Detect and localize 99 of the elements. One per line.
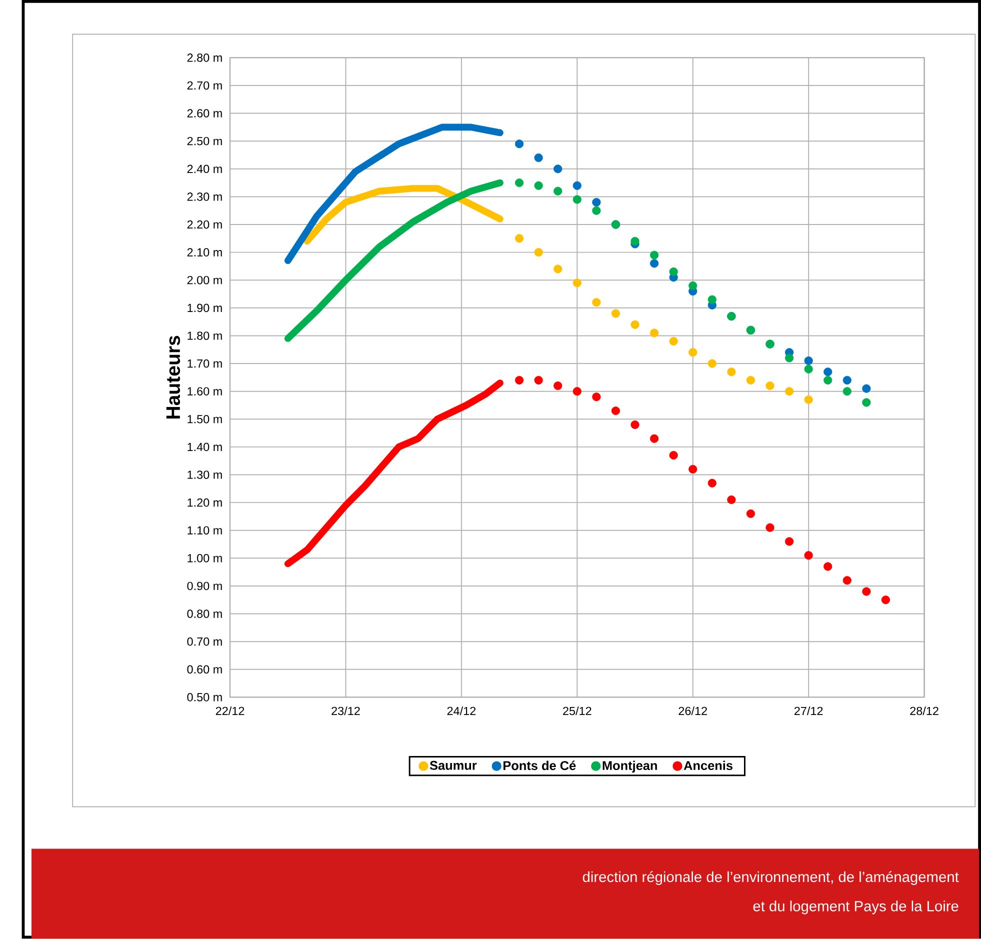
y-tick-label: 0.90 m (187, 582, 222, 590)
point (862, 587, 871, 596)
y-tick-label: 2.70 m (187, 81, 222, 90)
y-tick-label: 2.50 m (187, 137, 222, 146)
point (824, 368, 832, 376)
point (708, 478, 716, 488)
y-tick-label: 0.50 m (187, 693, 222, 702)
y-tick-label: 2.60 m (187, 109, 222, 118)
point (572, 181, 582, 190)
y-tick-label: 2.40 m (187, 164, 222, 174)
point (804, 396, 813, 404)
legend-label: Ancenis (684, 760, 732, 770)
y-tick-label: 1.20 m (188, 498, 222, 507)
point (804, 551, 813, 560)
point (572, 387, 582, 396)
point (784, 354, 794, 362)
point (766, 382, 774, 390)
point (688, 465, 698, 474)
point (650, 328, 659, 338)
point (842, 387, 852, 396)
point (824, 376, 832, 385)
point (554, 382, 562, 390)
point (592, 392, 601, 402)
point (842, 576, 852, 585)
point (534, 181, 543, 190)
legend-label: Ponts de Cé (504, 760, 576, 770)
point (669, 337, 678, 346)
x-tick-label: 27/12 (794, 706, 823, 716)
point (630, 320, 640, 330)
text: et du logement Pays de la Loire (753, 900, 958, 914)
x-tick-label: 24/12 (447, 706, 476, 716)
y-axis-title: Hauteurs (166, 336, 180, 419)
point (572, 195, 582, 204)
point (862, 398, 871, 407)
y-tick-label: 1.30 m (188, 470, 222, 480)
point (650, 259, 659, 268)
point (554, 164, 562, 174)
point (554, 264, 562, 274)
point (592, 198, 601, 207)
point (650, 434, 659, 444)
point (784, 537, 794, 546)
point (554, 186, 562, 196)
y-tick-label: 2.30 m (187, 192, 222, 201)
y-tick-label: 1.70 m (188, 360, 222, 368)
point (727, 496, 736, 504)
point (746, 510, 756, 518)
point (514, 234, 524, 243)
y-tick-label: 2.00 m (187, 276, 222, 284)
point (727, 368, 736, 376)
point (824, 562, 832, 571)
point (669, 268, 678, 276)
point (862, 384, 871, 393)
point (514, 376, 524, 385)
y-tick-label: 1.50 m (188, 415, 222, 424)
point (611, 309, 620, 318)
y-tick-label: 1.90 m (188, 304, 222, 312)
y-tick-label: 1.00 m (188, 554, 222, 562)
point (708, 295, 716, 304)
y-tick-label: 1.10 m (188, 526, 222, 535)
point (630, 237, 640, 246)
x-tick-label: 25/12 (563, 706, 592, 716)
y-tick-label: 2.10 m (187, 248, 222, 257)
point (534, 154, 543, 162)
x-tick-label: 23/12 (332, 706, 360, 716)
x-tick-label: 22/12 (216, 706, 244, 716)
point (572, 278, 582, 288)
point (534, 376, 543, 385)
point (630, 420, 640, 430)
point (881, 596, 890, 604)
y-tick-label: 1.40 m (188, 442, 222, 452)
point (650, 250, 659, 260)
x-tick-label: 28/12 (910, 706, 938, 716)
point (766, 523, 774, 532)
point (746, 376, 756, 385)
point (804, 356, 813, 366)
point (534, 248, 543, 257)
y-tick-label: 2.20 m (187, 220, 222, 229)
point (688, 282, 698, 290)
point (708, 359, 716, 368)
y-tick-label: 1.60 m (188, 387, 222, 396)
point (592, 206, 601, 216)
legend-label: Montjean (602, 760, 657, 773)
y-tick-label: 2.80 m (187, 54, 222, 62)
y-tick-label: 1.80 m (188, 332, 222, 340)
point (688, 348, 698, 357)
point (514, 140, 524, 148)
point (611, 406, 620, 416)
point (784, 387, 794, 396)
y-tick-label: 0.70 m (187, 638, 222, 646)
point (842, 376, 852, 385)
y-tick-label: 0.80 m (187, 610, 222, 618)
y-tick-label: 0.60 m (187, 665, 222, 674)
legend-label: Saumur (430, 761, 477, 770)
point (804, 364, 813, 374)
x-tick-label: 26/12 (678, 706, 707, 716)
point (514, 178, 524, 188)
point (669, 451, 678, 460)
text: direction régionale de l’environnement, de l’aménagement (582, 871, 959, 886)
point (592, 298, 601, 307)
